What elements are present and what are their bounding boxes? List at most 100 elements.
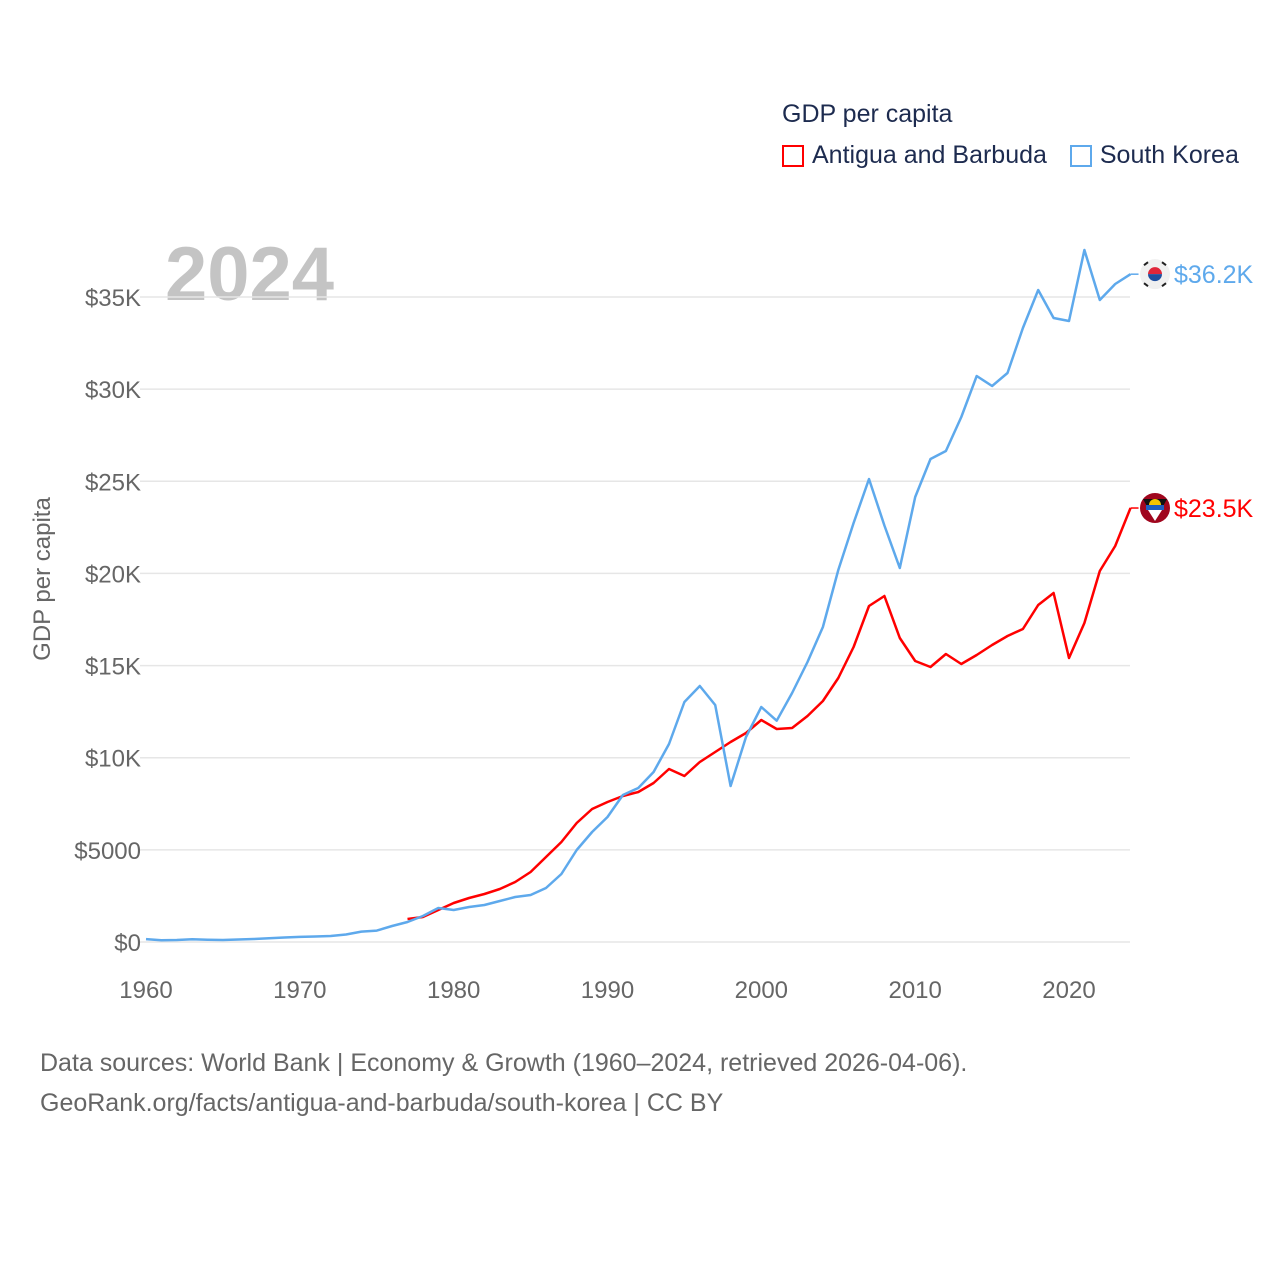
x-tick-label: 1970 (273, 977, 326, 1004)
data-point-south-korea (713, 703, 717, 707)
data-point-antigua-and-barbuda (759, 718, 763, 722)
data-point-south-korea (1052, 316, 1056, 320)
data-point-antigua-and-barbuda (898, 636, 902, 640)
data-point-south-korea (1005, 371, 1009, 375)
data-point-antigua-and-barbuda (867, 604, 871, 608)
data-point-south-korea (206, 938, 210, 942)
data-point-south-korea (944, 449, 948, 453)
data-point-south-korea (975, 374, 979, 378)
data-point-antigua-and-barbuda (775, 727, 779, 731)
data-point-antigua-and-barbuda (975, 653, 979, 657)
data-point-antigua-and-barbuda (544, 855, 548, 859)
data-point-south-korea (467, 905, 471, 909)
data-point-south-korea (682, 700, 686, 704)
data-point-south-korea (190, 937, 194, 941)
y-tick-label: $15K (85, 654, 141, 681)
data-point-south-korea (252, 937, 256, 941)
data-point-south-korea (329, 934, 333, 938)
data-point-south-korea (1082, 248, 1086, 252)
data-point-antigua-and-barbuda (452, 901, 456, 905)
legend-item-south-korea[interactable]: South Korea (1069, 141, 1239, 170)
data-point-south-korea (544, 886, 548, 890)
legend-title: GDP per capita (782, 100, 953, 128)
y-tick-label: $0 (114, 930, 141, 957)
data-point-antigua-and-barbuda (959, 662, 963, 666)
data-point-south-korea (298, 935, 302, 939)
legend-label-antigua: Antigua and Barbuda (812, 141, 1047, 169)
data-point-south-korea (144, 937, 148, 941)
antigua-and-barbuda-flag-icon (1140, 493, 1170, 524)
data-point-south-korea (436, 906, 440, 910)
data-point-south-korea (867, 477, 871, 481)
data-point-south-korea (375, 929, 379, 933)
data-point-south-korea (959, 415, 963, 419)
x-tick-label: 1960 (119, 977, 172, 1004)
attribution-line: GeoRank.org/facts/antigua-and-barbuda/so… (40, 1089, 724, 1117)
y-tick-label: $5000 (74, 838, 141, 865)
data-point-south-korea (559, 872, 563, 876)
legend-swatch-antigua (782, 144, 804, 167)
y-tick-label: $35K (85, 285, 141, 312)
data-point-antigua-and-barbuda (667, 767, 671, 771)
series-line-antigua-and-barbuda (407, 507, 1132, 921)
data-point-antigua-and-barbuda (559, 840, 563, 844)
data-point-antigua-and-barbuda (852, 645, 856, 649)
data-point-south-korea (990, 384, 994, 388)
data-point-antigua-and-barbuda (590, 807, 594, 811)
data-point-south-korea (590, 830, 594, 834)
data-point-south-korea (282, 936, 286, 940)
data-point-antigua-and-barbuda (1052, 591, 1056, 595)
y-axis-label: GDP per capita (29, 497, 56, 661)
data-point-south-korea (775, 719, 779, 723)
data-point-antigua-and-barbuda (729, 740, 733, 744)
data-point-antigua-and-barbuda (1005, 634, 1009, 638)
data-point-south-korea (729, 784, 733, 788)
data-point-south-korea (313, 934, 317, 938)
data-point-antigua-and-barbuda (913, 659, 917, 663)
data-point-south-korea (482, 903, 486, 907)
data-point-antigua-and-barbuda (790, 726, 794, 730)
y-tick-label: $25K (85, 469, 141, 496)
data-point-south-korea (175, 938, 179, 942)
data-point-south-korea (452, 908, 456, 912)
x-tick-label: 2020 (1042, 977, 1095, 1004)
data-point-antigua-and-barbuda (713, 750, 717, 754)
y-tick-label: $20K (85, 561, 141, 588)
data-point-antigua-and-barbuda (990, 643, 994, 647)
data-point-antigua-and-barbuda (929, 665, 933, 669)
data-point-antigua-and-barbuda (575, 821, 579, 825)
data-point-south-korea (667, 742, 671, 746)
data-point-south-korea (421, 914, 425, 918)
legend-label-south-korea: South Korea (1099, 141, 1239, 169)
data-point-south-korea (221, 938, 225, 942)
footer: Data sources: World Bank | Economy & Gro… (40, 1043, 967, 1123)
data-point-antigua-and-barbuda (698, 760, 702, 764)
data-point-south-korea (836, 568, 840, 572)
data-point-south-korea (1067, 319, 1071, 323)
data-point-antigua-and-barbuda (498, 887, 502, 891)
data-point-south-korea (805, 660, 809, 664)
data-point-antigua-and-barbuda (944, 652, 948, 656)
data-point-antigua-and-barbuda (513, 880, 517, 884)
data-point-south-korea (575, 848, 579, 852)
legend-swatch-south-korea (1069, 144, 1092, 167)
data-point-antigua-and-barbuda (1021, 627, 1025, 631)
x-tick-label: 1980 (427, 977, 480, 1004)
data-point-antigua-and-barbuda (836, 676, 840, 680)
data-point-south-korea (744, 735, 748, 739)
data-point-south-korea (652, 770, 656, 774)
data-point-antigua-and-barbuda (1098, 569, 1102, 573)
data-point-south-korea (606, 815, 610, 819)
data-point-south-korea (621, 793, 625, 797)
series-line-south-korea (145, 248, 1132, 942)
data-point-south-korea (529, 893, 533, 897)
y-tick-label: $10K (85, 746, 141, 773)
legend-item-antigua[interactable]: Antigua and Barbuda (782, 141, 1047, 170)
data-point-antigua-and-barbuda (1082, 621, 1086, 625)
south-korea-flag-icon (1140, 259, 1170, 290)
data-point-south-korea (882, 524, 886, 528)
data-point-south-korea (929, 457, 933, 461)
data-point-south-korea (913, 495, 917, 499)
legend: GDP per capita Antigua and Barbuda South… (782, 100, 1255, 174)
data-point-south-korea (406, 920, 410, 924)
